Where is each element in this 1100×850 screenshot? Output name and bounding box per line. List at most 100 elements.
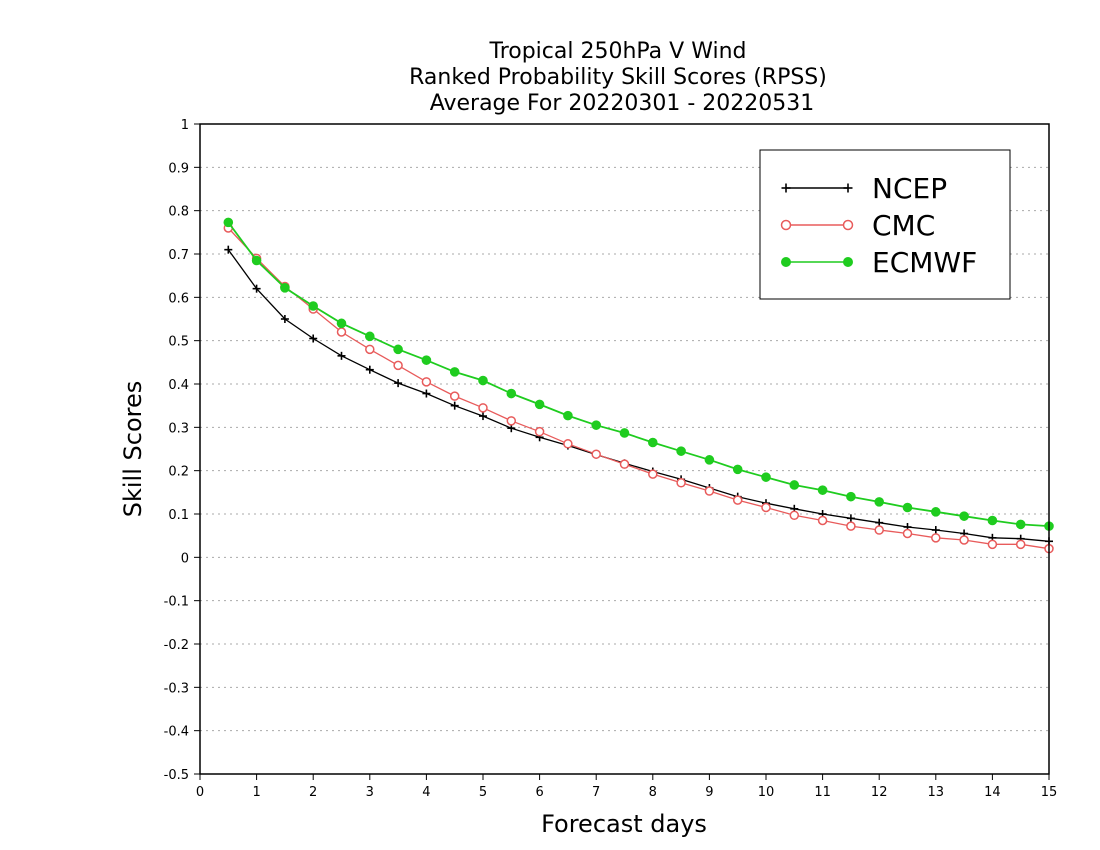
point-marker-filled-circle bbox=[308, 301, 319, 311]
point-marker-open-circle bbox=[902, 528, 913, 539]
point-marker-open-circle bbox=[874, 525, 884, 535]
point-marker-open-circle bbox=[780, 219, 792, 231]
point-marker-open-circle bbox=[959, 535, 969, 545]
x-tick-label: 3 bbox=[366, 785, 374, 800]
point-marker-plus bbox=[843, 183, 853, 193]
point-marker-filled-circle bbox=[846, 491, 856, 502]
point-marker-open-circle bbox=[846, 521, 856, 531]
point-marker-plus bbox=[365, 365, 374, 374]
point-marker-filled-circle bbox=[421, 355, 432, 365]
chart-title-line-1: Tropical 250hPa V Wind bbox=[488, 39, 746, 64]
x-tick-label: 2 bbox=[309, 785, 317, 800]
chart-title-line-3: Average For 20220301 - 20220531 bbox=[430, 91, 815, 116]
x-tick-label: 7 bbox=[592, 785, 600, 800]
point-marker-filled-circle bbox=[478, 375, 488, 386]
y-tick-label: 0.4 bbox=[168, 378, 189, 393]
point-marker-filled-circle bbox=[336, 318, 347, 329]
x-tick-label: 1 bbox=[252, 785, 260, 800]
y-tick-label: 0.3 bbox=[168, 421, 189, 436]
x-tick-label: 12 bbox=[871, 785, 888, 800]
y-tick-label: 0 bbox=[181, 551, 189, 566]
point-marker-open-circle bbox=[676, 478, 686, 488]
point-marker-open-circle bbox=[478, 403, 488, 413]
point-marker-open-circle bbox=[732, 495, 743, 505]
point-marker-plus bbox=[781, 183, 791, 193]
x-tick-label: 14 bbox=[984, 785, 1001, 800]
y-tick-label: 0.8 bbox=[168, 205, 189, 220]
series-line-cmc bbox=[227, 227, 1050, 550]
legend-label: ECMWF bbox=[872, 246, 977, 279]
series-ecmwf bbox=[223, 217, 1054, 531]
point-marker-filled-circle bbox=[843, 257, 853, 267]
x-tick-label: 6 bbox=[535, 785, 543, 800]
point-marker-filled-circle bbox=[648, 437, 658, 448]
point-marker-open-circle bbox=[449, 391, 460, 401]
point-marker-plus bbox=[309, 334, 318, 343]
point-marker-open-circle bbox=[619, 459, 630, 469]
point-marker-plus bbox=[280, 315, 289, 323]
point-marker-plus bbox=[337, 351, 346, 360]
point-marker-open-circle bbox=[987, 539, 998, 550]
point-marker-filled-circle bbox=[534, 399, 545, 410]
axes: -0.5 -0.4 -0.3 -0.2 -0.1 0 0.1 0.2 0.3 0.4 0.5 0.6 0… bbox=[164, 118, 1058, 800]
x-tick-label: 9 bbox=[705, 785, 713, 800]
point-marker-filled-circle bbox=[280, 283, 290, 293]
legend-item-ecmwf: ECMWF bbox=[781, 246, 977, 279]
point-marker-open-circle bbox=[421, 377, 432, 387]
point-marker-plus bbox=[422, 389, 431, 398]
point-marker-filled-circle bbox=[506, 388, 517, 399]
point-marker-open-circle bbox=[842, 219, 854, 231]
x-tick-label: 15 bbox=[1041, 785, 1058, 800]
y-tick-label: 0.7 bbox=[168, 248, 189, 263]
point-marker-filled-circle bbox=[874, 497, 885, 507]
point-marker-filled-circle bbox=[704, 455, 715, 465]
chart-title-line-2: Ranked Probability Skill Scores (RPSS) bbox=[409, 65, 827, 90]
point-marker-open-circle bbox=[591, 449, 601, 459]
point-marker-open-circle bbox=[1015, 539, 1026, 550]
legend-label: NCEP bbox=[872, 172, 947, 205]
point-marker-open-circle bbox=[704, 486, 715, 496]
point-marker-filled-circle bbox=[393, 344, 403, 355]
legend: NCEP CMC ECMWF bbox=[759, 149, 1011, 300]
point-marker-open-circle bbox=[365, 344, 375, 355]
series-line-ncep bbox=[227, 249, 1050, 542]
point-marker-open-circle bbox=[931, 533, 941, 543]
point-marker-plus bbox=[252, 284, 261, 293]
x-tick-label: 0 bbox=[196, 785, 204, 800]
chart-title: Tropical 250hPa V Wind Ranked Probabilit… bbox=[409, 39, 827, 116]
point-marker-plus bbox=[931, 526, 940, 535]
y-tick-label: 1 bbox=[181, 118, 189, 133]
y-tick-label: -0.5 bbox=[164, 768, 189, 783]
y-tick-label: -0.2 bbox=[164, 638, 189, 653]
point-marker-filled-circle bbox=[591, 420, 602, 430]
point-marker-filled-circle bbox=[365, 331, 375, 342]
y-tick-label: -0.4 bbox=[164, 725, 189, 740]
plot-frame bbox=[199, 123, 1050, 775]
x-tick-label: 4 bbox=[422, 785, 430, 800]
point-marker-filled-circle bbox=[563, 410, 573, 421]
point-marker-filled-circle bbox=[732, 464, 743, 475]
point-marker-filled-circle bbox=[761, 472, 771, 482]
x-axis-label: Forecast days bbox=[541, 810, 707, 838]
point-marker-filled-circle bbox=[902, 502, 913, 513]
point-marker-plus bbox=[479, 412, 487, 421]
point-marker-filled-circle bbox=[959, 511, 969, 521]
point-marker-open-circle bbox=[789, 510, 800, 521]
y-tick-label: 0.6 bbox=[168, 291, 189, 306]
point-marker-plus bbox=[450, 401, 459, 410]
point-marker-filled-circle bbox=[817, 485, 828, 495]
point-marker-plus bbox=[846, 514, 855, 523]
point-marker-open-circle bbox=[761, 502, 771, 513]
point-marker-filled-circle bbox=[931, 507, 941, 517]
point-marker-open-circle bbox=[336, 327, 347, 337]
point-marker-filled-circle bbox=[619, 428, 630, 438]
x-tick-label: 13 bbox=[928, 785, 945, 800]
point-marker-open-circle bbox=[817, 515, 828, 526]
series-layer bbox=[223, 217, 1054, 554]
legend-item-ncep: NCEP bbox=[781, 172, 947, 205]
y-tick-label: -0.3 bbox=[164, 681, 189, 696]
point-marker-plus bbox=[394, 379, 403, 388]
y-axis-label: Skill Scores bbox=[119, 381, 147, 518]
point-marker-filled-circle bbox=[781, 257, 791, 267]
